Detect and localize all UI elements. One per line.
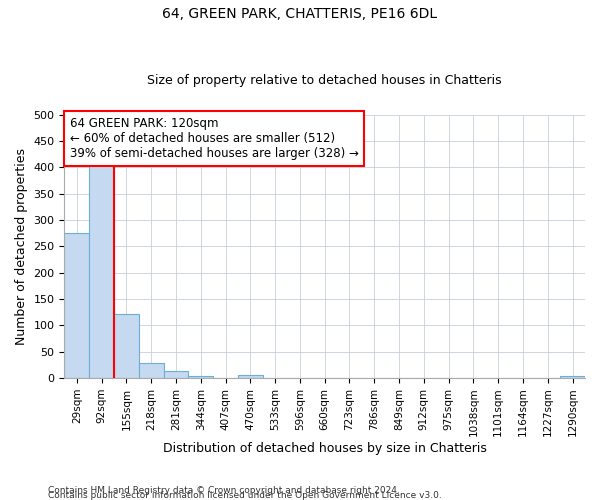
Bar [188,376,213,378]
Bar [164,370,188,378]
Bar [238,376,263,378]
Y-axis label: Number of detached properties: Number of detached properties [15,148,28,345]
Text: 64, GREEN PARK, CHATTERIS, PE16 6DL: 64, GREEN PARK, CHATTERIS, PE16 6DL [163,8,437,22]
Bar [64,233,89,378]
Bar [139,363,164,378]
X-axis label: Distribution of detached houses by size in Chatteris: Distribution of detached houses by size … [163,442,487,455]
Bar [114,314,139,378]
Text: 64 GREEN PARK: 120sqm
← 60% of detached houses are smaller (512)
39% of semi-det: 64 GREEN PARK: 120sqm ← 60% of detached … [70,117,358,160]
Text: Contains public sector information licensed under the Open Government Licence v3: Contains public sector information licen… [48,490,442,500]
Title: Size of property relative to detached houses in Chatteris: Size of property relative to detached ho… [148,74,502,87]
Text: Contains HM Land Registry data © Crown copyright and database right 2024.: Contains HM Land Registry data © Crown c… [48,486,400,495]
Bar [89,162,114,378]
Bar [560,376,585,378]
